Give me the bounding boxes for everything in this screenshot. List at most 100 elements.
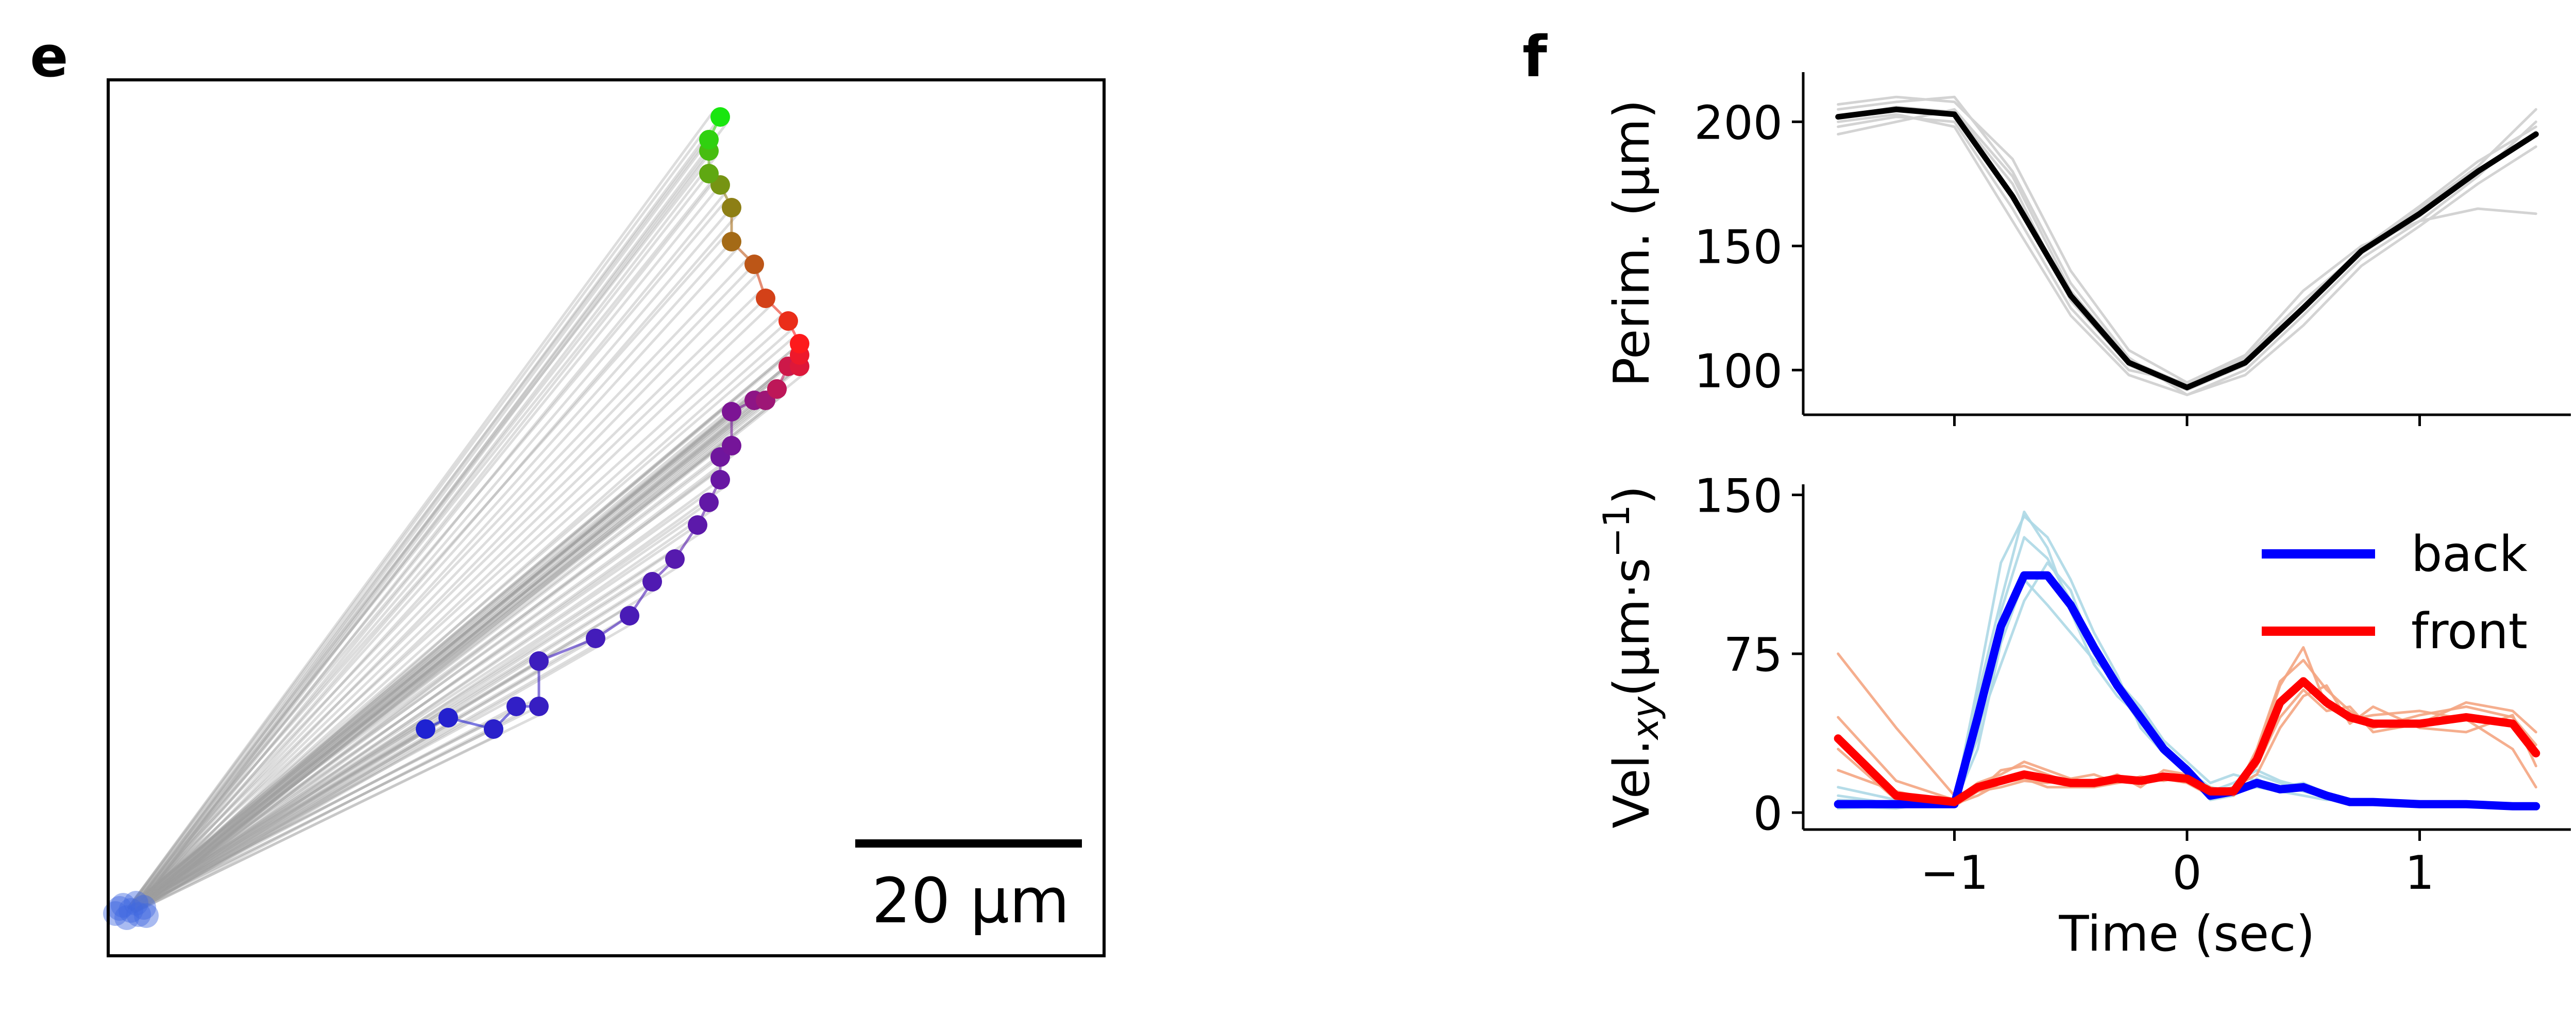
tether-line — [133, 710, 524, 914]
tether-line — [133, 393, 785, 914]
anchor-point — [131, 895, 156, 920]
tether-line — [130, 580, 653, 912]
trajectory-point — [529, 651, 549, 671]
tether-line — [127, 349, 793, 909]
tether-line — [133, 370, 796, 914]
velocity-y-ticks: 0 75 150 — [1694, 469, 1803, 841]
anchor-point — [118, 898, 143, 923]
tether-line — [127, 167, 703, 909]
tether-line — [127, 700, 510, 910]
perimeter-y-ticks: 100 150 200 — [1694, 96, 1803, 398]
y-tick-label: 0 — [1753, 787, 1783, 841]
tether-line — [130, 728, 495, 912]
tether-line — [127, 360, 793, 909]
tether-line — [130, 557, 676, 912]
legend-label-back: back — [2411, 526, 2528, 583]
tether-line — [130, 297, 767, 911]
trajectory-point — [710, 107, 730, 127]
tether-line — [130, 456, 721, 911]
tether-line — [130, 354, 801, 911]
trajectory-segment — [538, 637, 596, 663]
tether-line — [130, 705, 517, 912]
tether-line — [130, 184, 721, 911]
tether-line — [127, 552, 669, 910]
tether-line — [133, 665, 547, 914]
tether-line — [130, 705, 540, 912]
tether-line — [127, 383, 771, 909]
velocity-y-label-unit: (μm·s — [1604, 558, 1660, 697]
tether-line — [130, 365, 789, 911]
trajectory-point — [722, 402, 741, 421]
tether-line — [127, 394, 748, 909]
trajectory-point — [416, 719, 435, 739]
y-tick-label: 200 — [1694, 96, 1783, 150]
tether-line — [133, 563, 683, 914]
trajectory-point — [790, 334, 809, 353]
trajectory-frame — [107, 78, 1106, 957]
scalebar-label: 20 μm — [872, 866, 1070, 937]
trajectory-point — [688, 515, 707, 535]
tether-line — [127, 383, 771, 909]
tether-line — [133, 404, 762, 914]
anchor-point — [107, 896, 132, 921]
tether-line — [133, 348, 808, 914]
tether-line — [130, 343, 801, 911]
tether-line — [133, 144, 717, 914]
trajectory-point — [620, 606, 639, 626]
tether-line — [130, 263, 755, 911]
trajectory-point — [778, 311, 798, 331]
trajectory-point — [710, 470, 730, 489]
trajectory-point — [756, 289, 775, 308]
tether-line — [130, 139, 710, 911]
trajectory-point — [665, 549, 685, 569]
trajectory-point — [699, 164, 719, 183]
tether-line — [133, 733, 434, 914]
trajectory-panel: 20 μm — [103, 78, 1106, 957]
trajectory-point — [529, 697, 549, 716]
tether-line — [133, 268, 762, 914]
tether-line — [130, 388, 778, 911]
trajectory-point — [767, 379, 787, 399]
perimeter-chart: 100 150 200 Perim. (μm) — [1604, 72, 2571, 426]
tether-line — [133, 246, 740, 914]
legend-label-front: front — [2411, 603, 2528, 660]
trajectory-point — [484, 719, 503, 739]
velocity-mean-lines — [1834, 571, 2540, 810]
anchor-point — [126, 902, 151, 927]
tether-line — [127, 722, 419, 910]
anchor-point — [134, 903, 159, 928]
tether-line — [133, 710, 547, 914]
tether-line — [133, 178, 717, 914]
tether-line — [133, 733, 502, 914]
perimeter-trial-line — [1837, 95, 2537, 384]
tether-line — [133, 529, 706, 914]
tether-lines — [126, 111, 808, 914]
y-tick-label: 75 — [1723, 628, 1783, 682]
velocity-x-label: Time (sec) — [2059, 906, 2315, 962]
tether-line — [127, 145, 703, 909]
tether-line — [127, 654, 533, 910]
tether-line — [127, 258, 748, 909]
perimeter-mean-line — [1835, 106, 2539, 391]
trajectory-points — [416, 107, 809, 739]
tether-line — [133, 461, 728, 914]
trajectory-point — [642, 572, 662, 592]
tether-line — [133, 121, 728, 914]
tether-line — [127, 722, 487, 910]
tether-line — [130, 728, 427, 912]
tether-line — [130, 637, 597, 912]
velocity-y-label-main: Vel. — [1604, 739, 1660, 829]
velocity-x-ticks: −1 0 1 — [1920, 830, 2434, 900]
tether-line — [130, 501, 710, 912]
tether-line — [133, 404, 774, 914]
tether-line — [130, 150, 710, 911]
tether-line — [133, 642, 604, 914]
velocity-y-label-sup: −1 — [1596, 504, 1638, 557]
tether-line — [133, 393, 785, 914]
tether-line — [130, 320, 789, 911]
tether-line — [130, 399, 767, 911]
velocity-legend: back front — [2262, 526, 2528, 660]
tether-line — [126, 111, 715, 909]
tether-line — [127, 405, 725, 909]
